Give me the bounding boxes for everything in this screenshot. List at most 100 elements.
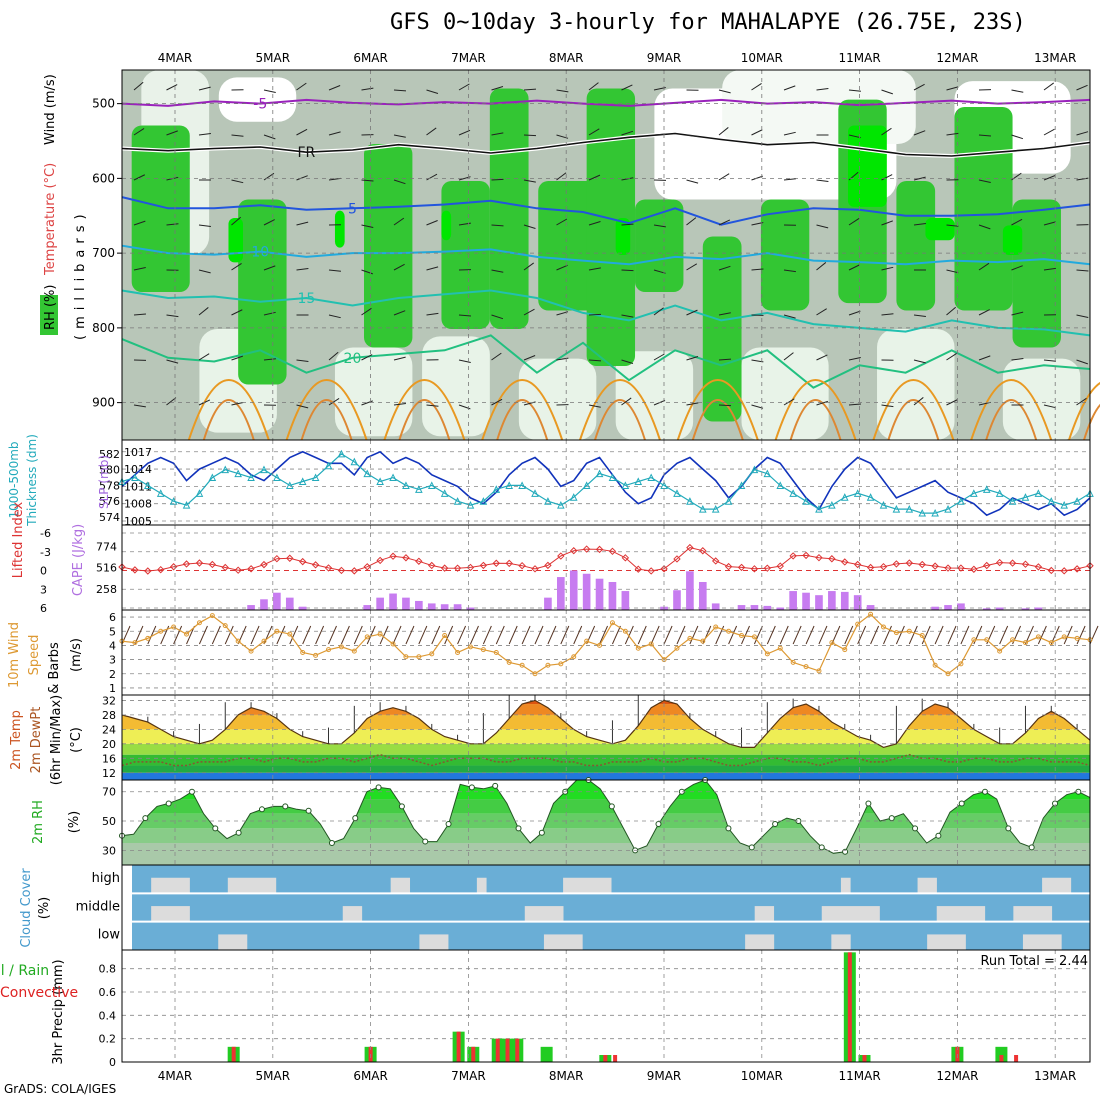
cloud-block: [151, 906, 190, 922]
wind-marker: [1048, 640, 1054, 646]
li-marker: [892, 560, 901, 568]
wind-barb: [263, 89, 276, 93]
slp-tick-label: 1005: [124, 515, 152, 528]
rh-marker: [1028, 844, 1035, 851]
wind-barb: [1043, 175, 1056, 181]
panel-ylabel: 1000-500mb: [7, 441, 21, 518]
wind-barb: [783, 131, 796, 136]
wind-barb: [166, 397, 177, 406]
wind-barb: [444, 625, 454, 645]
millibars-text: (millibars): [73, 208, 88, 340]
cape-bar: [557, 577, 565, 610]
rh-tick-label: 50: [102, 815, 116, 828]
wind-marker: [209, 613, 215, 619]
rh-marker: [538, 829, 545, 836]
wind-barb: [263, 219, 275, 226]
wind-barb: [296, 128, 308, 136]
li-marker: [724, 562, 733, 571]
wind-marker: [455, 650, 461, 655]
contour-label: 5: [348, 201, 357, 217]
rh-dry-patch: [615, 351, 694, 440]
rh-saturated-patch: [1002, 225, 1023, 255]
li-marker: [711, 557, 720, 565]
precip-tick-label: 0.8: [99, 963, 117, 976]
wind-barb: [276, 625, 286, 645]
cape-bar: [815, 595, 823, 610]
day-label-bottom: 7MAR: [451, 1069, 486, 1083]
cape-bar: [402, 597, 410, 610]
wind-marker: [171, 624, 177, 630]
li-marker: [608, 547, 617, 556]
wind-axis-label: 10m Wind: [7, 622, 22, 688]
wind-barb: [457, 625, 467, 645]
rh-marker: [492, 782, 499, 789]
li-marker: [815, 553, 823, 562]
wind-barb: [361, 307, 372, 316]
li-marker: [428, 561, 436, 570]
wind-barb: [848, 357, 861, 361]
cape-axis-label: CAPE (J/kg): [71, 524, 86, 596]
cloud-layer-label: middle: [76, 899, 120, 914]
wind-barb: [718, 127, 729, 136]
wind-barb: [328, 131, 341, 136]
wind-barb: [458, 129, 471, 136]
precip-convective-bar: [456, 1031, 461, 1062]
cape-bar: [363, 605, 372, 610]
rh-band: [122, 828, 1090, 844]
wind-marker: [635, 645, 641, 651]
cape-bar: [298, 606, 307, 610]
thickness-marker: [905, 504, 914, 513]
day-label-top: 10MAR: [741, 51, 783, 65]
wind-marker: [855, 621, 861, 627]
wind-tick-label: 6: [109, 611, 116, 624]
li-marker: [983, 561, 991, 570]
wind-barb: [491, 352, 502, 361]
wind-barb: [816, 179, 829, 182]
wind-barb: [328, 351, 339, 361]
wind-barb: [751, 268, 764, 271]
wind-marker: [906, 628, 912, 634]
wind-barb: [491, 86, 504, 91]
page-title: GFS 0~10day 3-hourly for MAHALAPYE (26.7…: [390, 10, 1026, 35]
rh-marker: [865, 800, 872, 807]
wind-barb: [231, 402, 244, 406]
li-marker: [673, 555, 681, 563]
temp-tick-label: 20: [102, 738, 116, 751]
li-marker: [453, 564, 462, 572]
wind-marker: [919, 633, 925, 638]
wind-marker: [506, 659, 512, 665]
wind-marker: [248, 648, 254, 654]
precip-total-bar: [995, 1046, 1008, 1062]
wind-barb: [588, 174, 601, 181]
thickness-marker: [828, 501, 836, 509]
wind-barb: [783, 352, 794, 361]
cape-bar: [453, 604, 462, 610]
cloud-block: [390, 877, 411, 894]
wind-barb: [1011, 218, 1023, 226]
wind-marker: [868, 611, 874, 617]
precip-tick-label: 0.2: [99, 1033, 117, 1046]
li-marker: [363, 563, 371, 571]
li-marker: [260, 560, 268, 569]
wind-barb: [588, 313, 602, 316]
li-marker: [776, 562, 784, 570]
wind-marker: [687, 635, 693, 641]
wind-barb: [263, 311, 276, 316]
cloud-block: [218, 934, 248, 950]
cloud-block: [227, 877, 277, 894]
precip-convective-bar: [999, 1055, 1004, 1062]
wind-marker: [739, 633, 745, 638]
warm-contour: [496, 399, 549, 441]
precip-convective-bar: [1014, 1055, 1019, 1062]
precip-convective-bar: [231, 1046, 236, 1062]
y-tick-label: 900: [92, 396, 115, 410]
wind-barb: [611, 625, 621, 645]
li-marker: [841, 558, 849, 566]
slp-tick-label: 1017: [124, 446, 152, 459]
wind-marker: [467, 644, 473, 650]
precip-tick-label: 0.4: [99, 1009, 117, 1022]
li-marker: [311, 561, 320, 569]
li-marker: [647, 567, 655, 575]
cloud-block: [754, 906, 775, 922]
